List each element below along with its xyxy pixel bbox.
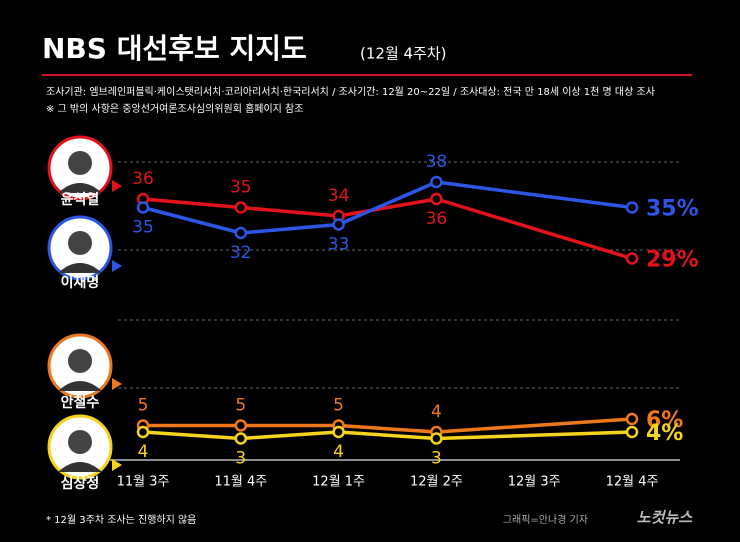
point	[430, 192, 443, 206]
series-line	[436, 180, 633, 210]
source: 조사기관: 엠브레인퍼블릭·케이스탯리서치·코리아리서치·한국리서치 / 조사기…	[46, 86, 655, 98]
portrait-arrow	[112, 260, 122, 272]
series-line	[338, 430, 437, 441]
title-rule	[42, 74, 692, 76]
portrait-head	[68, 349, 92, 373]
value-label: 3	[431, 449, 442, 469]
end-label: 4%	[646, 421, 683, 446]
series-line	[142, 197, 241, 210]
end-label: 6%	[646, 408, 683, 433]
portrait-body	[58, 381, 102, 391]
chart-subtitle: (12월 4주차)	[360, 45, 447, 63]
x-tick-label: 12월 2주	[410, 475, 463, 490]
series-line	[338, 197, 437, 218]
x-tick-label: 12월 4주	[606, 475, 659, 490]
x-tick-label: 12월 3주	[508, 475, 561, 490]
value-label: 3	[235, 449, 246, 469]
value-label: 35	[132, 218, 154, 238]
portrait-arrow	[112, 378, 122, 390]
credit: 그래픽=안나경 기자	[503, 513, 588, 526]
candidate-name: 이재명	[61, 274, 100, 291]
portrait-head	[68, 151, 92, 175]
portrait-head	[68, 231, 92, 255]
portrait-body	[58, 183, 102, 193]
point	[332, 425, 345, 439]
portrait-body	[58, 462, 102, 472]
x-tick-label: 11월 3주	[117, 475, 170, 490]
point	[234, 432, 248, 445]
series-line	[240, 222, 339, 235]
value-label: 32	[230, 243, 252, 263]
portrait-arrow	[112, 180, 122, 192]
point	[625, 252, 639, 265]
series-line	[435, 197, 633, 261]
candidate-name: 윤석열	[61, 191, 100, 208]
series-line	[436, 417, 633, 434]
series-line	[240, 430, 339, 441]
value-label: 5	[138, 396, 149, 416]
series-line	[142, 430, 241, 441]
value-label: 5	[235, 396, 246, 416]
point	[625, 412, 639, 426]
series-line	[338, 423, 437, 434]
series-line	[240, 205, 339, 218]
series-line	[142, 205, 242, 235]
footnote: * 12월 3주차 조사는 진행하지 않음	[46, 513, 196, 526]
point	[136, 425, 150, 439]
chart-title: NBS 대선후보 지지도	[42, 32, 307, 65]
point	[430, 175, 443, 189]
value-label: 4	[333, 442, 344, 462]
point	[234, 419, 248, 432]
value-label: 38	[426, 152, 448, 172]
value-label: 36	[426, 209, 448, 229]
series-line	[337, 180, 438, 227]
x-tick-label: 11월 4주	[214, 475, 267, 490]
candidate-name: 심상정	[61, 475, 100, 492]
candidate-name: 안철수	[61, 394, 100, 411]
value-label: 5	[333, 396, 344, 416]
note: ※ 그 밖의 사항은 중앙선거여론조사심의위원회 홈페이지 참조	[46, 102, 303, 115]
logo: 노컷뉴스	[637, 509, 693, 527]
point	[234, 201, 248, 214]
point	[136, 201, 150, 214]
end-label: 35%	[646, 197, 699, 222]
value-label: 34	[328, 186, 350, 206]
point	[234, 226, 248, 240]
x-tick-label: 12월 1주	[312, 475, 365, 490]
end-label: 29%	[646, 248, 699, 273]
value-label: 36	[132, 169, 154, 189]
point	[625, 425, 639, 439]
value-label: 4	[138, 442, 149, 462]
series-line	[436, 430, 633, 441]
value-label: 35	[230, 178, 252, 198]
point	[332, 218, 345, 231]
point	[430, 432, 443, 445]
point	[625, 201, 639, 214]
value-label: 4	[431, 402, 442, 422]
portrait-body	[58, 263, 102, 273]
value-label: 33	[328, 235, 350, 255]
portrait-head	[68, 430, 92, 454]
portrait-arrow	[112, 459, 122, 471]
